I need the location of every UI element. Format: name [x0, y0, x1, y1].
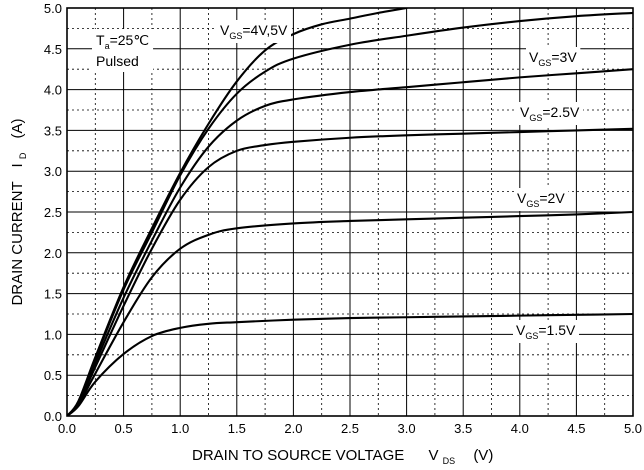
y-tick-label: 4.0: [44, 83, 62, 98]
y-axis-title-main: DRAIN CURRENT: [9, 182, 26, 306]
y-tick-label: 0.0: [44, 409, 62, 424]
y-axis-title: DRAIN CURRENT I D (A): [9, 118, 30, 305]
y-tick-label: 3.0: [44, 164, 62, 179]
condition-background: [92, 29, 154, 72]
x-tick-label: 5.0: [624, 421, 642, 436]
x-tick-label: 0.0: [58, 421, 76, 436]
y-axis-symbol: I: [9, 163, 26, 167]
condition-pulsed: Pulsed: [96, 53, 139, 69]
x-tick-label: 4.0: [511, 421, 529, 436]
x-tick-labels: 0.0 0.5 1.0 1.5 2.0 2.5 3.0 3.5 4.0 4.5 5.0: [58, 421, 642, 436]
series-curve-3: [67, 68, 633, 416]
x-tick-label: 4.5: [567, 421, 585, 436]
y-tick-label: 5.0: [44, 1, 62, 16]
series-label-background: [217, 20, 292, 43]
x-tick-label: 1.0: [171, 421, 189, 436]
x-axis-symbol: V: [428, 447, 438, 464]
series-label: VGS=4V,5V: [217, 20, 292, 43]
y-axis-unit: (A): [9, 118, 26, 138]
series-curve-6: [67, 312, 633, 416]
y-tick-label: 2.5: [44, 205, 62, 220]
plot-frame: [66, 7, 634, 417]
series-label-text: VGS=3V: [529, 49, 577, 68]
y-axis-symbol-sub: D: [18, 152, 28, 159]
series-label-background: [526, 47, 581, 70]
x-tick-label: 2.0: [284, 421, 302, 436]
y-tick-label: 0.5: [44, 368, 62, 383]
series-label: VGS=3V: [526, 47, 581, 70]
series-label-background: [514, 188, 569, 211]
y-tick-label: 2.0: [44, 246, 62, 261]
x-tick-label: 3.0: [398, 421, 416, 436]
series-label-text: VGS=1.5V: [516, 322, 576, 341]
y-tick-label: 3.5: [44, 123, 62, 138]
series-label-text: VGS=2V: [517, 190, 565, 209]
series-curve-2: [67, 11, 633, 416]
x-tick-label: 1.5: [228, 421, 246, 436]
x-tick-label: 2.5: [341, 421, 359, 436]
y-tick-labels: 0.0 0.5 1.0 1.5 2.0 2.5 3.0 3.5 4.0 4.5 5.0: [44, 1, 62, 424]
series-label: VGS=2.5V: [517, 102, 583, 125]
y-tick-label: 4.5: [44, 42, 62, 57]
y-tick-label: 1.5: [44, 287, 62, 302]
series-curve-4: [67, 127, 633, 416]
series-label-background: [517, 102, 583, 125]
x-axis-unit: (V): [473, 447, 493, 464]
series-curve-5: [67, 210, 633, 416]
x-axis-symbol-sub: DS: [443, 456, 456, 466]
x-axis-title-main: DRAIN TO SOURCE VOLTAGE: [192, 447, 404, 464]
series-label-background: [513, 320, 579, 343]
series-labels: VGS=4V,5V VGS=3V VGS=2.5V VGS=2V VGS=1.5V: [217, 20, 583, 343]
series-label-text: VGS=4V,5V: [220, 22, 288, 41]
series-label-text: VGS=2.5V: [520, 104, 580, 123]
condition-temperature: Ta=25℃: [96, 32, 149, 51]
x-tick-label: 3.5: [454, 421, 472, 436]
series-label: VGS=1.5V: [513, 320, 579, 343]
condition-annotation: Ta=25℃ Pulsed: [92, 29, 154, 72]
x-axis-title: DRAIN TO SOURCE VOLTAGE V DS (V): [192, 447, 493, 468]
x-tick-label: 0.5: [115, 421, 133, 436]
chart-series-group: [67, 8, 633, 416]
y-tick-label: 1.0: [44, 327, 62, 342]
series-label: VGS=2V: [514, 188, 569, 211]
